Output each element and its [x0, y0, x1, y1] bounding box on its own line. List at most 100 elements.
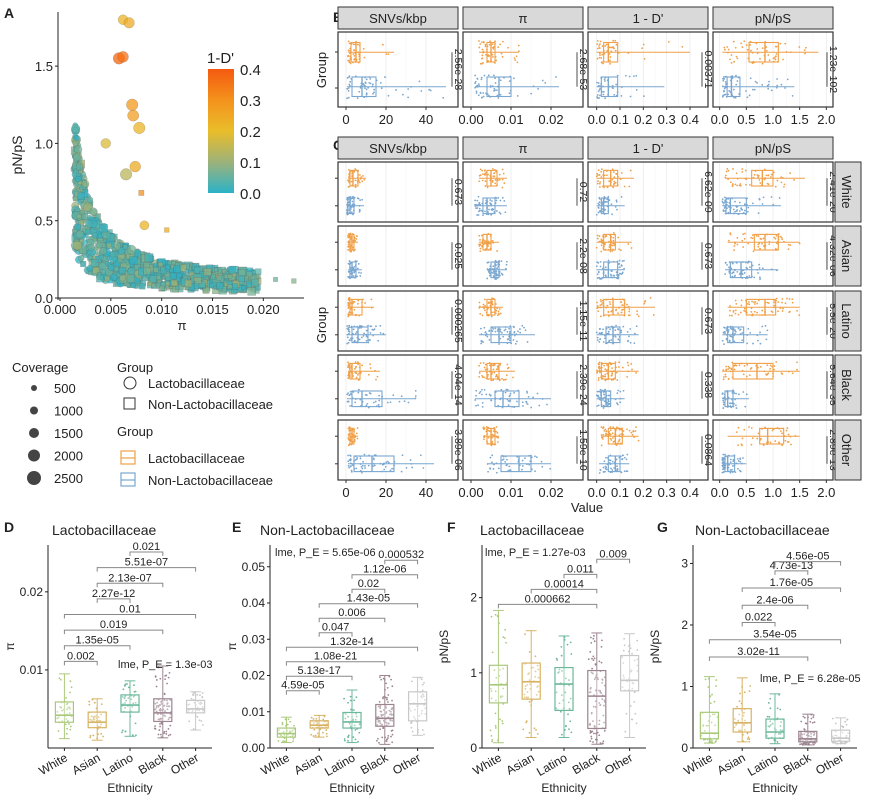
- box-legend-label: Lactobacillaceae: [148, 451, 245, 466]
- jitter-point: [611, 367, 613, 370]
- jitter-point: [729, 305, 731, 307]
- y-tick-label: 0.0: [35, 291, 53, 306]
- jitter-point: [779, 235, 782, 238]
- jitter-point: [483, 173, 486, 176]
- jitter-point: [516, 400, 518, 403]
- jitter-point: [163, 730, 166, 733]
- jitter-point: [515, 55, 518, 58]
- jitter-point: [627, 364, 630, 367]
- jitter-point: [367, 324, 369, 327]
- facet-panel-c-1-2: 0.673: [587, 225, 714, 287]
- scatter-point: [117, 51, 129, 63]
- jitter-point: [358, 731, 361, 734]
- jitter-point: [619, 178, 622, 180]
- facet-panel-c-3-3: 5.64e-35: [712, 354, 839, 416]
- jitter-point: [490, 208, 493, 211]
- jitter-point: [745, 183, 747, 186]
- jitter-point: [502, 172, 505, 175]
- jitter-point: [504, 460, 507, 463]
- jitter-point: [600, 170, 603, 173]
- x-tick-label: 1.0: [764, 112, 782, 127]
- size-legend-symbol: [28, 449, 40, 462]
- jitter-point: [390, 735, 392, 738]
- jitter-point: [598, 174, 601, 176]
- jitter-point: [605, 201, 608, 203]
- jitter-point: [599, 388, 602, 391]
- scatter-point: [139, 220, 150, 231]
- jitter-point: [630, 247, 633, 249]
- jitter-point: [480, 234, 483, 237]
- scatter-point: [170, 272, 177, 280]
- jitter-point: [532, 396, 535, 399]
- jitter-point: [779, 430, 782, 433]
- jitter-point: [627, 370, 629, 373]
- jitter-point: [508, 332, 511, 335]
- jitter-point: [723, 343, 725, 346]
- jitter-point: [57, 730, 60, 732]
- jitter-point: [541, 465, 544, 468]
- jitter-point: [489, 86, 492, 88]
- jitter-point: [631, 433, 634, 436]
- jitter-point: [784, 87, 786, 89]
- jitter-point: [763, 370, 766, 373]
- row-strip: [834, 161, 862, 223]
- jitter-point: [776, 84, 779, 87]
- facet-bg: [463, 420, 583, 480]
- jitter-point: [762, 237, 765, 240]
- colorbar-tick-label: 0.3: [240, 93, 261, 110]
- jitter-point: [790, 443, 792, 446]
- jitter-point: [370, 306, 373, 309]
- jitter-point: [758, 267, 761, 269]
- jitter-point: [602, 93, 605, 96]
- jitter-point: [352, 195, 354, 198]
- jitter-point: [481, 54, 484, 57]
- jitter-point: [497, 197, 500, 199]
- jitter-point: [160, 733, 162, 736]
- jitter-point: [384, 688, 386, 691]
- jitter-point: [734, 309, 737, 312]
- y-axis-title: Group: [314, 52, 329, 88]
- jitter-point: [506, 388, 509, 391]
- jitter-point: [740, 443, 743, 446]
- jitter-point: [757, 174, 760, 177]
- jitter-point: [742, 457, 744, 459]
- jitter-point: [349, 393, 351, 396]
- jitter-point: [784, 302, 787, 305]
- jitter-point: [167, 676, 170, 679]
- jitter-point: [322, 718, 325, 721]
- jitter-point: [355, 238, 358, 240]
- jitter-point: [601, 61, 603, 63]
- jitter-point: [481, 41, 483, 44]
- jitter-point: [506, 398, 509, 401]
- jitter-point: [513, 391, 516, 394]
- jitter-point: [369, 82, 372, 85]
- jitter-point: [507, 404, 510, 407]
- jitter-point: [481, 57, 484, 60]
- jitter-point: [343, 738, 346, 740]
- jitter-point: [153, 727, 156, 730]
- size-legend-label: 1500: [54, 426, 83, 441]
- jitter-point: [597, 270, 600, 273]
- jitter-point: [739, 460, 742, 463]
- jitter-point: [502, 335, 505, 338]
- jitter-point: [284, 718, 287, 721]
- jitter-point: [500, 260, 503, 263]
- jitter-point: [620, 95, 623, 97]
- jitter-point: [643, 302, 646, 305]
- jitter-point: [623, 185, 626, 188]
- jitter-point: [501, 722, 504, 725]
- scatter-point: [202, 286, 210, 294]
- jitter-point: [604, 428, 607, 431]
- jitter-point: [202, 724, 204, 726]
- jitter-point: [612, 236, 615, 239]
- jitter-point: [759, 182, 762, 184]
- jitter-point: [629, 95, 632, 98]
- jitter-point: [722, 369, 725, 372]
- jitter-point: [628, 308, 631, 310]
- jitter-point: [619, 272, 621, 275]
- jitter-point: [751, 437, 754, 440]
- jitter-point: [618, 266, 621, 269]
- jitter-point: [526, 463, 528, 466]
- scatter-point: [228, 265, 237, 274]
- bracket-p-value: 1.12e-06: [363, 564, 406, 576]
